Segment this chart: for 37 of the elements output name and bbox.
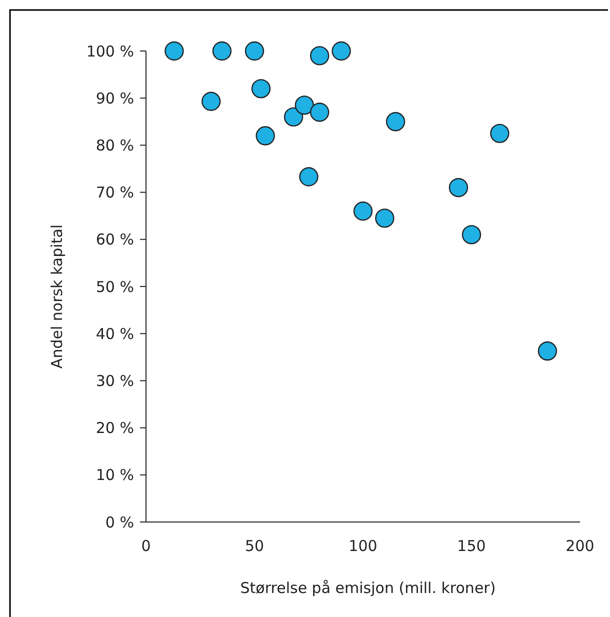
y-tick-label: 30 % [96,372,134,390]
y-tick-label: 0 % [105,513,134,532]
y-tick-label: 90 % [96,89,134,108]
y-tick-label: 40 % [96,324,134,343]
y-tick-label: 80 % [96,136,134,154]
point [375,208,394,228]
y-tick-label: 50 % [96,278,134,296]
point [284,107,304,127]
x-tick-label: 0 [141,537,151,555]
y-tick-label: 10 % [96,466,134,484]
point [490,124,510,144]
point [294,96,314,115]
point [244,41,264,61]
y-axis-title: Andel norsk kapital [48,224,66,369]
point [299,167,318,186]
point [310,102,330,122]
point [251,79,271,98]
point [212,41,232,61]
y-tick-label: 20 % [96,419,134,438]
x-axis-title: Størrelse på emisjon (mill. kroner) [240,579,496,597]
point [256,126,275,146]
x-tick-label: 50 [244,537,264,555]
y-tick-label: 100 % [86,42,134,60]
point [538,341,558,361]
x-tick-label: 200 [566,537,594,555]
x-tick-label: 150 [457,537,486,555]
point [310,46,330,66]
x-tick-label: 100 [348,537,378,555]
point [462,225,482,244]
point [202,92,221,111]
point [353,202,373,221]
point [164,41,184,61]
y-tick-label: 60 % [96,230,134,249]
point [448,178,468,198]
point [332,41,351,61]
y-tick-label: 70 % [96,184,134,202]
point [386,112,406,132]
